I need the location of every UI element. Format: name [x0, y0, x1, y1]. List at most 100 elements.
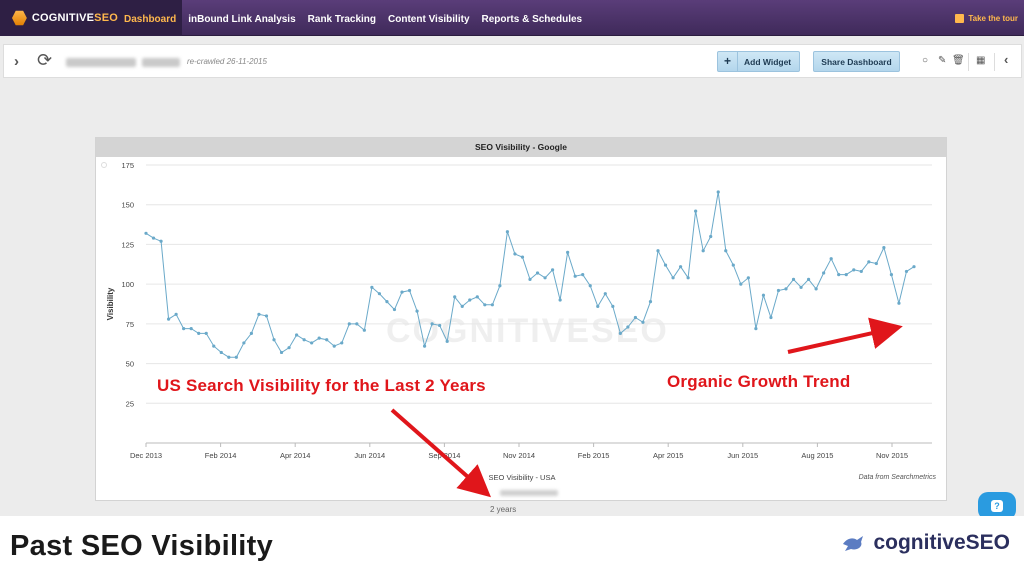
data-point: [874, 261, 878, 266]
y-axis-label: Visibility: [106, 287, 115, 320]
recrawled-date: re-crawled 26-11-2015: [187, 57, 267, 66]
data-point: [264, 314, 269, 318]
logo-hexagon-icon: [12, 10, 27, 26]
data-point: [415, 309, 419, 313]
nav-menu: Dashboard inBound Link Analysis Rank Tra…: [118, 0, 588, 36]
data-point: [189, 327, 193, 331]
refresh-icon[interactable]: ⟳: [37, 50, 53, 70]
nav-item-inbound-link-analysis[interactable]: inBound Link Analysis: [188, 14, 296, 25]
data-point: [310, 341, 314, 345]
share-dashboard-button[interactable]: Share Dashboard: [813, 51, 900, 72]
data-point: [453, 295, 457, 299]
nav-item-content-visibility[interactable]: Content Visibility: [388, 14, 470, 25]
data-point: [377, 292, 382, 296]
slide-title: Past SEO Visibility: [10, 530, 274, 562]
y-tick-label: 125: [121, 240, 134, 249]
y-tick-label: 50: [126, 360, 134, 369]
data-point: [392, 307, 397, 312]
nav-item-reports-schedules[interactable]: Reports & Schedules: [481, 14, 583, 25]
x-tick-label: Feb 2015: [578, 451, 610, 460]
add-widget-label: Add Widget: [744, 56, 792, 67]
data-point: [799, 285, 803, 289]
data-point: [159, 239, 163, 243]
data-point: [340, 341, 344, 345]
widget-options-icon[interactable]: [101, 162, 107, 168]
nav-item-rank-tracking[interactable]: Rank Tracking: [307, 14, 377, 25]
x-tick-label: Jun 2015: [727, 451, 758, 460]
data-point: [422, 344, 427, 348]
data-point: [212, 344, 216, 348]
redacted-range-slider[interactable]: [500, 490, 558, 496]
data-point: [355, 322, 359, 326]
data-point: [430, 322, 434, 326]
y-tick-label: 100: [121, 280, 134, 289]
redacted-domain: [66, 58, 136, 67]
top-navigation: COGNITIVESEO Dashboard inBound Link Anal…: [0, 0, 1024, 36]
data-point: [468, 298, 472, 302]
data-point: [151, 236, 156, 240]
trash-icon[interactable]: 🗑: [952, 55, 965, 66]
data-point: [302, 338, 306, 342]
annotation-left: US Search Visibility for the Last 2 Year…: [157, 376, 486, 395]
data-point: [257, 312, 261, 316]
take-tour-link[interactable]: Take the tour: [955, 14, 1018, 23]
pencil-icon[interactable]: ✎: [938, 55, 947, 66]
time-range-label: 2 years: [490, 505, 517, 514]
data-point: [400, 290, 404, 294]
data-point: [483, 303, 487, 307]
data-point: [272, 338, 276, 342]
data-point: [573, 274, 577, 278]
data-point: [566, 250, 570, 254]
data-point: [618, 331, 622, 335]
help-icon: ?: [991, 500, 1003, 512]
help-chat-button[interactable]: ?: [978, 492, 1016, 520]
data-point: [671, 276, 675, 280]
data-point: [912, 265, 916, 269]
data-point: [844, 273, 848, 277]
data-point: [746, 276, 750, 280]
data-point: [784, 287, 788, 291]
data-point: [535, 271, 540, 275]
grid-icon[interactable]: ▦: [976, 55, 986, 66]
data-point: [543, 276, 547, 280]
data-point: [581, 273, 585, 277]
y-tick-label: 75: [126, 320, 134, 329]
expand-chevron-icon[interactable]: ›: [14, 53, 19, 70]
data-point: [445, 339, 449, 343]
data-point: [370, 285, 374, 289]
visibility-line-chart: COGNITIVESEO255075100125150175Visibility…: [106, 161, 932, 460]
add-widget-button[interactable]: + Add Widget: [717, 51, 800, 72]
data-point: [678, 265, 683, 269]
plus-icon: +: [718, 52, 738, 71]
data-point: [475, 295, 479, 299]
data-point: [791, 277, 796, 281]
x-tick-label: Aug 2015: [801, 451, 833, 460]
data-point: [731, 263, 735, 267]
data-point: [867, 260, 871, 264]
data-point: [520, 255, 525, 259]
x-tick-label: Feb 2014: [205, 451, 237, 460]
redacted-domain-suffix: [142, 58, 180, 67]
bird-logo-icon: [843, 536, 864, 551]
data-point: [776, 288, 781, 293]
data-point: [806, 277, 811, 281]
toolbar-divider: [994, 53, 995, 71]
data-point: [332, 344, 336, 348]
nav-item-dashboard[interactable]: Dashboard: [118, 0, 183, 36]
data-point: [694, 209, 698, 213]
data-point: [859, 269, 863, 274]
data-point: [550, 268, 555, 272]
data-point: [490, 303, 494, 307]
app-logo[interactable]: COGNITIVESEO: [0, 0, 118, 36]
data-point: [626, 325, 630, 329]
y-tick-label: 25: [126, 399, 134, 408]
x-tick-label: Nov 2015: [876, 451, 908, 460]
data-point: [438, 323, 442, 328]
circle-icon[interactable]: ○: [922, 55, 929, 66]
annotation-right: Organic Growth Trend: [667, 372, 851, 391]
x-tick-label: Jun 2014: [354, 451, 385, 460]
collapse-chevron-icon[interactable]: ‹: [1004, 52, 1009, 67]
data-point: [754, 327, 758, 331]
data-point: [317, 336, 321, 340]
data-point: [219, 350, 223, 355]
